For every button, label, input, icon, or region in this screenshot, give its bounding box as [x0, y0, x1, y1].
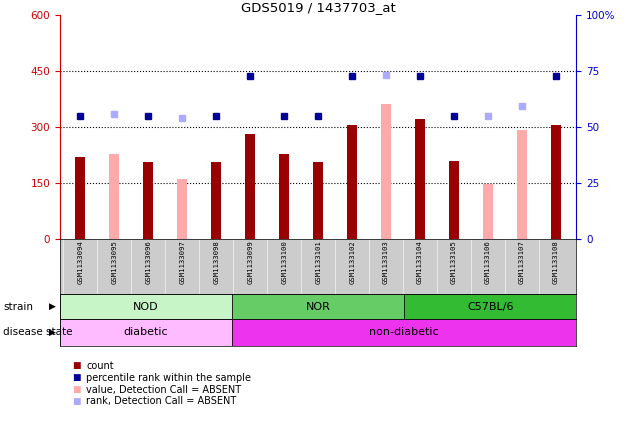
Text: GSM1133099: GSM1133099: [247, 241, 253, 284]
Bar: [76, 157, 85, 239]
Bar: [178, 179, 187, 239]
Bar: [347, 125, 357, 239]
Text: strain: strain: [3, 302, 33, 312]
Text: GSM1133103: GSM1133103: [383, 241, 389, 284]
Text: GSM1133104: GSM1133104: [417, 241, 423, 284]
Text: ■: ■: [72, 397, 81, 406]
Text: ■: ■: [72, 385, 81, 394]
Text: ▶: ▶: [49, 302, 55, 311]
Text: rank, Detection Call = ABSENT: rank, Detection Call = ABSENT: [86, 396, 236, 407]
Text: GSM1133101: GSM1133101: [315, 241, 321, 284]
Text: GSM1133106: GSM1133106: [485, 241, 491, 284]
Text: value, Detection Call = ABSENT: value, Detection Call = ABSENT: [86, 385, 241, 395]
Text: C57BL/6: C57BL/6: [467, 302, 513, 312]
Bar: [381, 104, 391, 239]
Text: non-diabetic: non-diabetic: [369, 327, 439, 338]
Title: GDS5019 / 1437703_at: GDS5019 / 1437703_at: [241, 1, 396, 14]
Bar: [110, 154, 119, 239]
Text: count: count: [86, 361, 114, 371]
Text: GSM1133097: GSM1133097: [179, 241, 185, 284]
Bar: [60, 294, 232, 319]
Text: percentile rank within the sample: percentile rank within the sample: [86, 373, 251, 383]
Bar: [404, 294, 576, 319]
Text: GSM1133107: GSM1133107: [519, 241, 525, 284]
Bar: [483, 184, 493, 239]
Bar: [232, 294, 404, 319]
Text: NOD: NOD: [133, 302, 159, 312]
Text: GSM1133100: GSM1133100: [281, 241, 287, 284]
Text: ■: ■: [72, 361, 81, 371]
Bar: [212, 162, 221, 239]
Bar: [415, 119, 425, 239]
Bar: [144, 162, 153, 239]
Bar: [246, 135, 255, 239]
Bar: [60, 319, 232, 346]
Bar: [232, 319, 576, 346]
Bar: [313, 162, 323, 239]
Bar: [279, 154, 289, 239]
Text: GSM1133108: GSM1133108: [553, 241, 559, 284]
Text: disease state: disease state: [3, 327, 72, 338]
Text: GSM1133094: GSM1133094: [77, 241, 83, 284]
Text: GSM1133096: GSM1133096: [146, 241, 151, 284]
Text: GSM1133098: GSM1133098: [213, 241, 219, 284]
Text: ■: ■: [72, 373, 81, 382]
Text: GSM1133105: GSM1133105: [451, 241, 457, 284]
Text: diabetic: diabetic: [123, 327, 168, 338]
Text: GSM1133102: GSM1133102: [349, 241, 355, 284]
Bar: [449, 161, 459, 239]
Text: GSM1133095: GSM1133095: [112, 241, 117, 284]
Text: NOR: NOR: [306, 302, 331, 312]
Bar: [517, 130, 527, 239]
Text: ▶: ▶: [49, 328, 55, 337]
Bar: [551, 125, 561, 239]
